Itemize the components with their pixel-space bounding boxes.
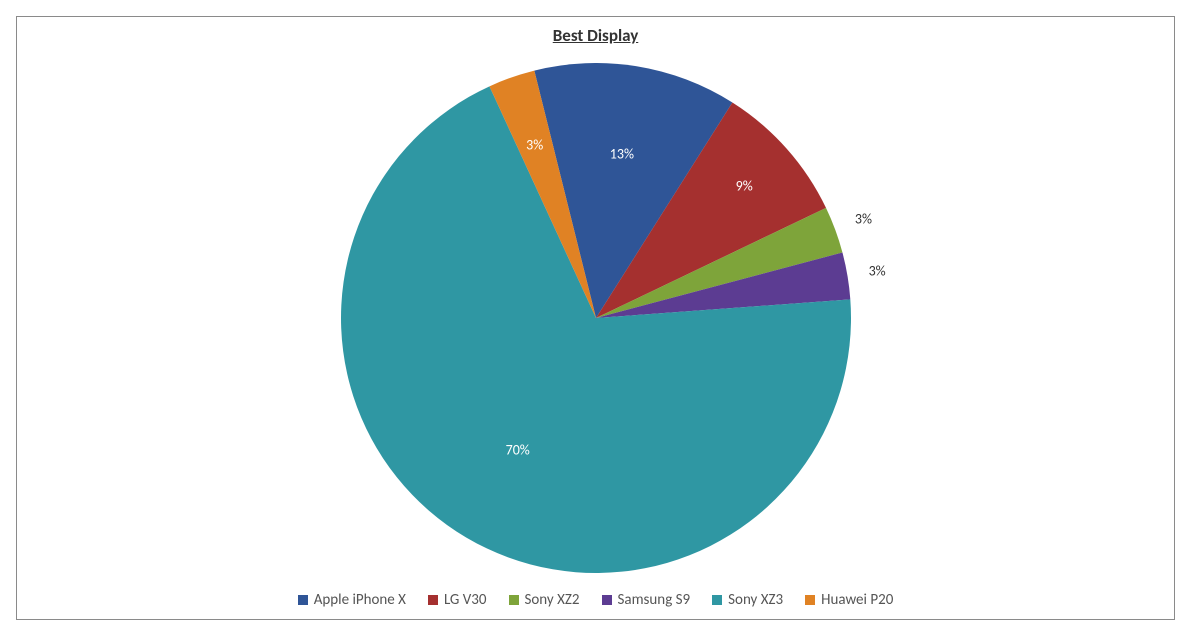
- legend-label: Apple iPhone X: [314, 591, 406, 609]
- legend-label: LG V30: [444, 591, 487, 609]
- slice-label: 3%: [526, 136, 543, 153]
- legend-item: Sony XZ2: [509, 591, 580, 609]
- legend-label: Samsung S9: [618, 591, 691, 609]
- pie-chart: 13%9%3%3%70%3%: [341, 63, 851, 573]
- pie-svg: [341, 63, 851, 573]
- legend-swatch: [428, 595, 438, 605]
- legend-item: Sony XZ3: [712, 591, 783, 609]
- legend: Apple iPhone X LG V30 Sony XZ2 Samsung S9 So…: [17, 591, 1174, 609]
- legend-label: Sony XZ2: [525, 591, 580, 609]
- legend-item: Huawei P20: [805, 591, 893, 609]
- slice-label: 3%: [869, 262, 886, 279]
- legend-label: Sony XZ3: [728, 591, 783, 609]
- legend-swatch: [712, 595, 722, 605]
- slice-label: 70%: [506, 441, 530, 458]
- legend-label: Huawei P20: [821, 591, 893, 609]
- legend-swatch: [602, 595, 612, 605]
- chart-title: Best Display: [17, 25, 1174, 46]
- legend-swatch: [298, 595, 308, 605]
- slice-label: 13%: [610, 146, 634, 163]
- legend-item: Samsung S9: [602, 591, 691, 609]
- legend-item: Apple iPhone X: [298, 591, 406, 609]
- legend-swatch: [509, 595, 519, 605]
- legend-swatch: [805, 595, 815, 605]
- slice-label: 9%: [736, 177, 753, 194]
- chart-frame: Best Display 13% 9% 3% 3% 70% 3% Apple iPhone…: [16, 16, 1175, 620]
- slice-label: 3%: [855, 211, 872, 228]
- legend-item: LG V30: [428, 591, 487, 609]
